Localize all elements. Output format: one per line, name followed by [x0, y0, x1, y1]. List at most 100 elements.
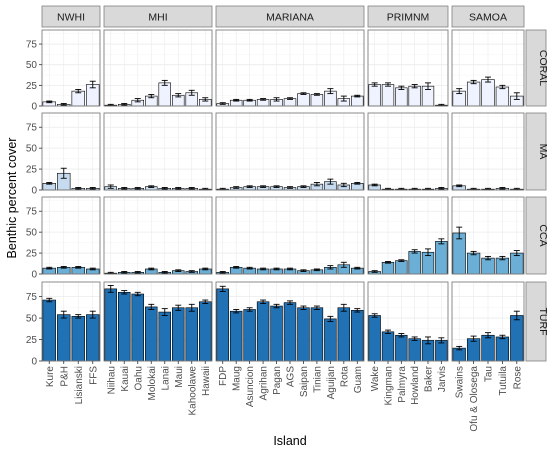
- error-bar-cca-fdp: [219, 271, 226, 274]
- bar-coral-saipan: [297, 93, 310, 107]
- bar-coral-tinian: [310, 94, 324, 107]
- x-tick-label-saipan: Saipan: [299, 366, 310, 397]
- panel-cca-mhi: [103, 196, 213, 275]
- error-bar-ma-asuncion: [246, 185, 253, 188]
- error-bar-ma-tutuila: [499, 187, 506, 190]
- y-tick-label: 0: [31, 270, 37, 281]
- panel-coral-nwhi: [41, 29, 101, 107]
- bar-coral-kingman: [381, 84, 395, 107]
- x-tick-label-agrihan: Agrihan: [259, 366, 270, 400]
- bar-turf-rota: [337, 307, 351, 362]
- error-bar-ma-lisianski: [75, 187, 82, 190]
- error-bar-cca-saipan: [300, 269, 307, 272]
- x-tick-label-p-h: P&H: [59, 366, 70, 387]
- error-bar-cca-palmyra: [398, 259, 405, 262]
- error-bar-cca-ofu-olosega: [470, 250, 477, 256]
- strip-label-mariana: MARIANA: [266, 12, 314, 24]
- x-tick-label-tutuila: Tutuila: [498, 366, 509, 396]
- panel-border: [451, 112, 525, 191]
- bar-turf-pagan: [270, 305, 283, 362]
- y-tick-label: 25: [26, 335, 38, 346]
- panel-border: [41, 112, 101, 191]
- error-bar-coral-baker: [425, 82, 431, 90]
- panel-coral-mhi: [103, 29, 213, 107]
- x-tick-label-hawaii: Hawaii: [201, 366, 212, 396]
- error-bar-turf-ffs: [89, 310, 96, 319]
- bar-coral-tutuila: [495, 86, 510, 107]
- error-bar-turf-ags: [287, 300, 293, 305]
- strip-label-primnm: PRIMNM: [387, 12, 430, 24]
- error-bar-ma-kauai: [121, 187, 128, 190]
- error-bar-cca-oahu: [134, 271, 141, 274]
- error-bar-turf-pagan: [273, 303, 280, 309]
- error-bar-turf-howland: [411, 336, 418, 341]
- error-bar-turf-swains: [456, 345, 463, 351]
- bar-turf-kahoolawe: [185, 307, 198, 362]
- y-tick-label: 0: [31, 186, 37, 197]
- y-tick-label: 50: [26, 228, 38, 239]
- panel-border: [103, 281, 213, 362]
- bar-turf-aguijan: [324, 318, 337, 362]
- bar-cca-palmyra: [395, 260, 408, 275]
- panel-border: [215, 196, 365, 275]
- bar-turf-oahu: [131, 293, 144, 362]
- error-bar-turf-kahoolawe: [188, 303, 195, 312]
- panel-background: [104, 197, 212, 274]
- error-bar-ma-tinian: [313, 182, 320, 187]
- error-bar-coral-howland: [411, 84, 418, 89]
- y-tick-label: 25: [26, 165, 38, 176]
- error-bar-cca-kauai: [121, 271, 128, 274]
- bar-coral-ofu-olosega: [466, 81, 481, 107]
- error-bar-ma-swains: [456, 184, 463, 188]
- bar-turf-lisianski: [71, 316, 85, 362]
- bar-turf-palmyra: [395, 334, 408, 362]
- x-tick-label-jarvis: Jarvis: [437, 366, 448, 392]
- panel-background: [42, 197, 100, 274]
- x-tick-label-palmyra: Palmyra: [397, 366, 408, 403]
- x-tick-label-aguijan: Aguijan: [326, 366, 337, 399]
- error-bar-cca-lanai: [161, 271, 168, 274]
- bar-turf-niihau: [104, 288, 117, 362]
- strip-mhi: [103, 5, 213, 28]
- error-bar-ma-lanai: [161, 187, 168, 190]
- x-tick-label-molokai: Molokai: [147, 366, 158, 400]
- error-bar-coral-rota: [340, 95, 347, 102]
- error-bar-cca-maug: [233, 266, 240, 269]
- x-tick-label-guam: Guam: [353, 366, 364, 393]
- y-tick-label: 75: [26, 207, 38, 218]
- y-tick-label: 75: [26, 40, 38, 51]
- strip-cca: [525, 196, 547, 275]
- error-bar-turf-ofu-olosega: [470, 335, 477, 342]
- error-bar-cca-ffs: [89, 267, 96, 271]
- error-bar-cca-ags: [287, 267, 293, 271]
- bar-turf-lanai: [158, 311, 171, 362]
- panel-background: [368, 30, 448, 106]
- bar-turf-ofu-olosega: [466, 338, 481, 362]
- error-bar-cca-guam: [354, 266, 361, 270]
- bar-cca-tau: [481, 257, 495, 275]
- error-bar-coral-ags: [287, 97, 293, 100]
- error-bar-coral-aguijan: [327, 88, 334, 95]
- bar-coral-lanai: [158, 82, 171, 107]
- error-bar-coral-maug: [233, 98, 240, 102]
- x-tick-label-swains: Swains: [455, 366, 466, 398]
- error-bar-cca-maui: [175, 269, 182, 272]
- x-tick-label-ofu-olosega: Ofu & Olosega: [469, 366, 480, 432]
- error-bar-cca-tau: [485, 255, 491, 261]
- bar-coral-guam: [351, 95, 364, 107]
- error-bar-ma-molokai: [148, 185, 155, 188]
- error-bar-ma-ags: [287, 186, 293, 189]
- error-bar-coral-p-h: [60, 103, 67, 106]
- bar-cca-ofu-olosega: [466, 252, 481, 275]
- error-bar-cca-lisianski: [75, 266, 82, 269]
- error-bar-turf-niihau: [107, 284, 114, 293]
- error-bar-ma-pagan: [273, 185, 280, 188]
- error-bar-cca-kahoolawe: [188, 270, 195, 273]
- error-bar-cca-asuncion: [246, 266, 253, 270]
- error-bar-cca-swains: [456, 226, 463, 240]
- strip-label-ma: MA: [537, 144, 549, 160]
- panel-ma-nwhi: [41, 112, 101, 191]
- bar-cca-jarvis: [435, 241, 448, 275]
- bar-turf-ags: [283, 302, 297, 362]
